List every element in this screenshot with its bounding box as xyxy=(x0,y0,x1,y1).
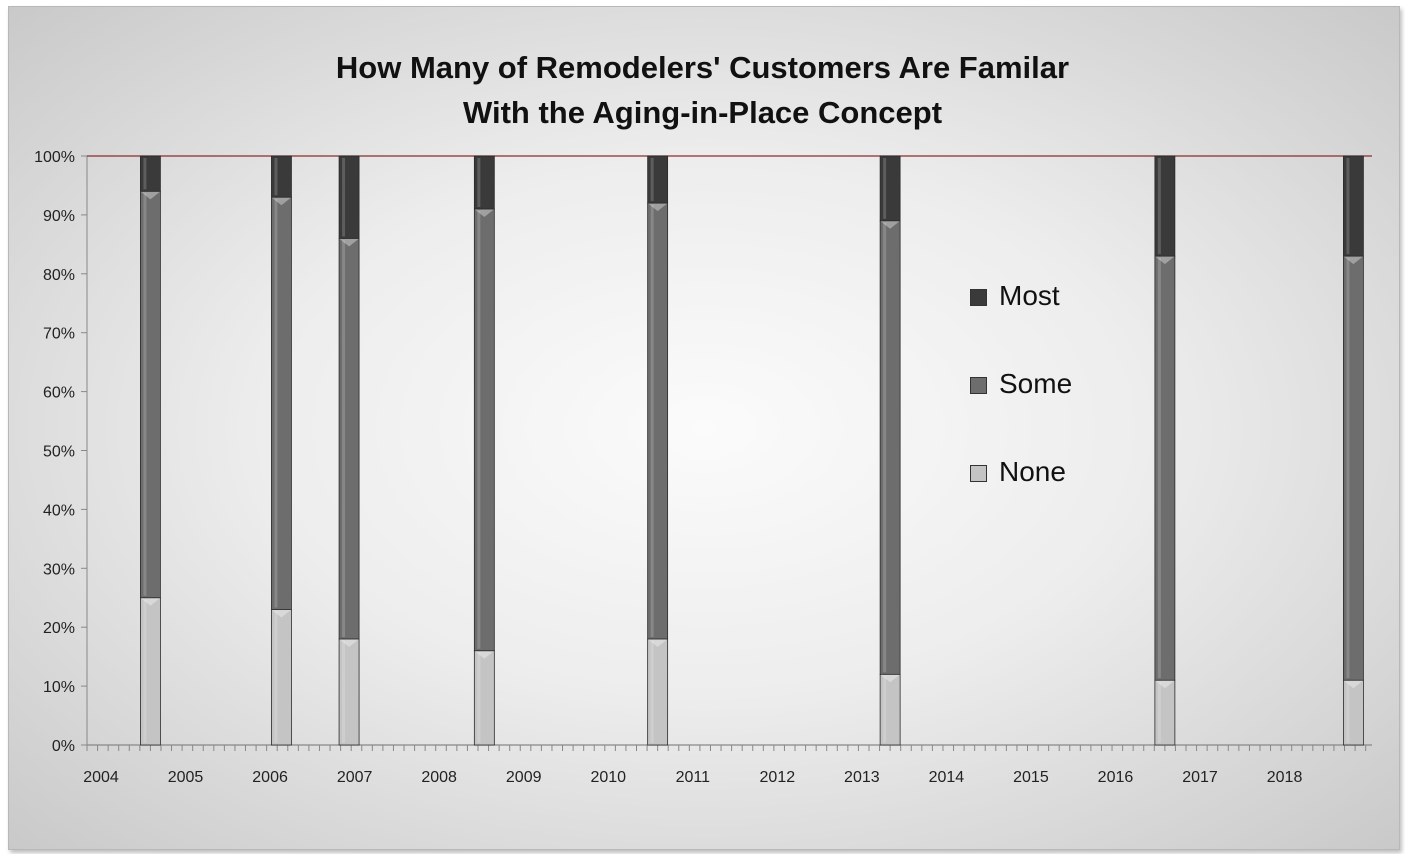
legend-swatch-none xyxy=(970,465,987,482)
bar-chevron-none xyxy=(271,609,292,618)
bar-bevel-most xyxy=(1346,158,1350,255)
y-tick-label: 40% xyxy=(43,502,75,519)
bar-bevel-most xyxy=(342,158,346,237)
bar-bevel-some xyxy=(1346,258,1350,679)
y-tick-label: 90% xyxy=(43,208,75,225)
bar-segment-most xyxy=(338,155,360,239)
bar-bevel-none xyxy=(477,652,481,743)
y-tick-label: 20% xyxy=(43,620,75,637)
x-tick-label: 2011 xyxy=(676,769,711,786)
bar-bevel-most xyxy=(650,158,654,202)
bar-bevel-none xyxy=(1346,682,1350,743)
bar-bevel-some xyxy=(1157,258,1161,679)
x-tick-label: 2006 xyxy=(252,769,288,786)
bar-chevron-some xyxy=(1154,256,1175,265)
x-tick-label: 2005 xyxy=(168,769,204,786)
legend-swatch-some xyxy=(970,377,987,394)
x-tick-label: 2009 xyxy=(506,769,542,786)
legend-label-none: None xyxy=(999,456,1066,487)
bar-chevron-some xyxy=(271,197,292,206)
y-tick-label: 70% xyxy=(43,326,75,343)
bar-segment-most xyxy=(1154,155,1176,257)
bar-bevel-most xyxy=(883,158,887,219)
y-tick-label: 0% xyxy=(52,738,75,755)
bar-segment-most xyxy=(1343,155,1364,257)
bar-chevron-none xyxy=(474,650,495,659)
y-tick-label: 10% xyxy=(43,679,75,696)
bar-bevel-none xyxy=(650,640,654,743)
bar-bevel-most xyxy=(1157,158,1161,255)
bar-chevron-none xyxy=(140,597,161,606)
bar-chevron-some xyxy=(474,209,495,218)
bar-bevel-none xyxy=(1157,682,1161,743)
bar-chevron-none xyxy=(880,674,901,683)
x-tick-label: 2013 xyxy=(844,769,880,786)
bar-chevron-some xyxy=(880,220,901,229)
x-tick-label: 2015 xyxy=(1013,769,1049,786)
x-tick-label: 2008 xyxy=(421,769,457,786)
legend-swatch-most xyxy=(970,289,987,306)
bar-bevel-most xyxy=(274,158,278,196)
bar-bevel-some xyxy=(883,222,887,673)
bar-segment-most xyxy=(473,155,495,210)
bar-bevel-some xyxy=(650,205,654,637)
bar-chevron-none xyxy=(339,638,360,647)
y-tick-label: 80% xyxy=(43,267,75,284)
bar-chevron-some xyxy=(1343,256,1364,265)
bar-bevel-none xyxy=(342,640,346,743)
bar-bevel-most xyxy=(477,158,481,208)
x-tick-label: 2018 xyxy=(1267,769,1303,786)
y-tick-label: 100% xyxy=(34,149,75,166)
x-tick-label: 2004 xyxy=(83,769,119,786)
chart-title-line-1: How Many of Remodelers' Customers Are Fa… xyxy=(335,50,1070,85)
bar-bevel-some xyxy=(477,211,481,649)
chart-legend: Most Some None xyxy=(970,280,1072,544)
x-tick-label: 2010 xyxy=(590,769,626,786)
legend-label-some: Some xyxy=(999,368,1073,399)
bar-segment-most xyxy=(879,155,901,222)
bar-bevel-none xyxy=(143,599,147,743)
bar-bevel-none xyxy=(883,676,887,743)
legend-item-some: Some xyxy=(970,368,1072,456)
x-tick-label: 2017 xyxy=(1182,769,1218,786)
legend-item-most: Most xyxy=(970,280,1072,368)
bar-chevron-none xyxy=(1154,680,1175,689)
x-tick-label: 2012 xyxy=(760,769,796,786)
bar-chevron-none xyxy=(1343,680,1364,689)
bar-chevron-some xyxy=(339,238,360,247)
bar-bevel-some xyxy=(274,199,278,608)
legend-item-none: None xyxy=(970,456,1072,544)
bar-chevron-some xyxy=(647,203,668,212)
x-tick-label: 2007 xyxy=(337,769,373,786)
chart-title-line-2: With the Aging-in-Place Concept xyxy=(462,95,943,130)
bar-segment-most xyxy=(271,155,292,198)
bar-chevron-none xyxy=(647,638,668,647)
legend-label-most: Most xyxy=(999,280,1060,311)
bar-bevel-some xyxy=(143,193,147,596)
x-tick-label: 2016 xyxy=(1098,769,1134,786)
y-tick-label: 30% xyxy=(43,561,75,578)
y-tick-label: 60% xyxy=(43,385,75,402)
bar-segment-most xyxy=(140,155,161,192)
bar-segment-most xyxy=(647,155,669,204)
bar-bevel-none xyxy=(274,611,278,743)
y-tick-label: 50% xyxy=(43,444,75,461)
bar-bevel-some xyxy=(342,240,346,637)
x-tick-label: 2014 xyxy=(929,769,965,786)
bar-bevel-most xyxy=(143,158,147,190)
bar-chevron-some xyxy=(140,191,161,200)
